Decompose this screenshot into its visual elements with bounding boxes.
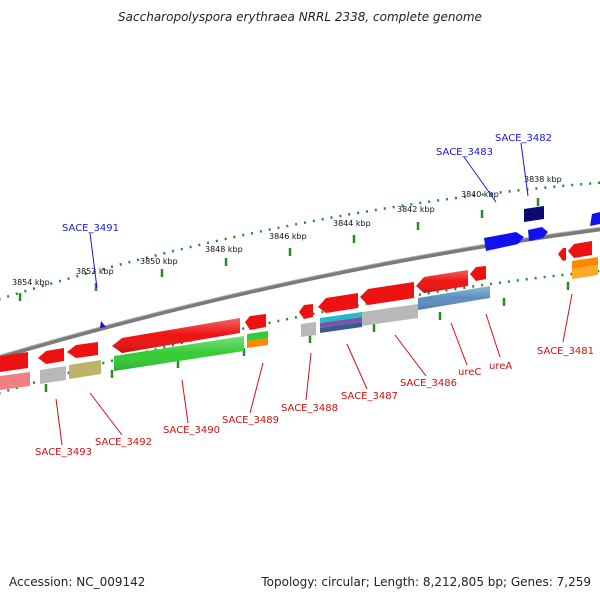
genome-backbone-highlight bbox=[0, 226, 600, 356]
cog-bar bbox=[362, 304, 418, 326]
cog-bar bbox=[247, 331, 268, 341]
leader-line bbox=[562, 293, 573, 343]
scale-label: 3854 kbp bbox=[12, 278, 50, 287]
cog-bar bbox=[320, 322, 362, 333]
scale-label: 3844 kbp bbox=[333, 219, 371, 228]
cog-bar bbox=[247, 338, 268, 348]
gene-arrow[interactable] bbox=[38, 348, 64, 364]
gene-arrow[interactable] bbox=[470, 266, 486, 281]
outer-major-ticks bbox=[18, 198, 540, 301]
gene-label[interactable]: ureC bbox=[458, 367, 481, 378]
cog-bar bbox=[572, 265, 598, 279]
gene-label[interactable]: SACE_3486 bbox=[400, 378, 457, 389]
gene-label[interactable]: SACE_3489 bbox=[222, 415, 279, 426]
gene-arrow[interactable] bbox=[299, 304, 313, 319]
gene-arrow[interactable] bbox=[360, 282, 414, 305]
gloss-strip bbox=[114, 336, 244, 371]
scale-label: 3850 kbp bbox=[140, 257, 178, 266]
bar-gloss bbox=[112, 270, 490, 371]
leader-line bbox=[463, 156, 497, 203]
cog-bar bbox=[320, 317, 362, 328]
leader-line bbox=[305, 352, 312, 401]
forward-genes bbox=[100, 206, 600, 328]
gene-arrow[interactable] bbox=[245, 314, 266, 330]
cog-bar bbox=[40, 366, 66, 384]
gene-arrow[interactable] bbox=[524, 206, 544, 222]
forward-leaders bbox=[89, 142, 529, 289]
cog-bar bbox=[69, 360, 101, 379]
gloss-strip bbox=[112, 318, 240, 353]
gene-arrow[interactable] bbox=[318, 293, 358, 313]
gene-label[interactable]: SACE_3488 bbox=[281, 403, 338, 414]
gene-arrow[interactable] bbox=[484, 232, 524, 251]
scale-label: 3848 kbp bbox=[205, 245, 243, 254]
leader-line bbox=[394, 334, 427, 377]
gene-arrow[interactable] bbox=[568, 241, 592, 258]
outer-tick-row bbox=[0, 181, 600, 301]
gene-label[interactable]: SACE_3490 bbox=[163, 425, 220, 436]
scale-label: 3840 kbp bbox=[461, 190, 499, 199]
cog-bar bbox=[301, 322, 316, 337]
genome-backbone bbox=[0, 227, 600, 360]
gloss-strip bbox=[416, 270, 468, 293]
scale-label: 3846 kbp bbox=[269, 232, 307, 241]
leader-line bbox=[485, 313, 501, 358]
leader-line bbox=[55, 398, 63, 446]
gene-arrow[interactable] bbox=[100, 321, 106, 328]
gene-label[interactable]: SACE_3481 bbox=[537, 346, 594, 357]
gene-arrow[interactable] bbox=[0, 352, 28, 372]
cog-bar bbox=[0, 372, 30, 390]
leader-line bbox=[181, 379, 189, 424]
scale-label: 3838 kbp bbox=[524, 175, 562, 184]
topology-text: Topology: circular; Length: 8,212,805 bp… bbox=[261, 575, 591, 589]
leader-line bbox=[520, 142, 529, 197]
gene-label[interactable]: SACE_3492 bbox=[95, 437, 152, 448]
gloss-strip bbox=[418, 286, 490, 310]
reverse-genes bbox=[0, 241, 592, 372]
leader-line bbox=[346, 343, 368, 390]
gene-label[interactable]: SACE_3491 bbox=[62, 223, 119, 234]
gene-label[interactable]: SACE_3487 bbox=[341, 391, 398, 402]
gene-label[interactable]: SACE_3482 bbox=[495, 133, 552, 144]
leader-line bbox=[249, 362, 264, 414]
gene-arrow[interactable] bbox=[528, 227, 548, 241]
cog-bar bbox=[320, 312, 362, 323]
gene-arrow[interactable] bbox=[590, 212, 600, 226]
reverse-leaders bbox=[55, 293, 573, 446]
gene-label[interactable]: ureA bbox=[489, 361, 512, 372]
scale-label: 3842 kbp bbox=[397, 205, 435, 214]
gene-arrow[interactable] bbox=[67, 342, 98, 358]
leader-line bbox=[89, 232, 98, 289]
leader-line bbox=[89, 392, 123, 436]
map-title: Saccharopolyspora erythraea NRRL 2338, c… bbox=[118, 10, 482, 24]
accession-text: Accession: NC_009142 bbox=[9, 575, 146, 589]
gene-label[interactable]: SACE_3483 bbox=[436, 147, 493, 158]
gene-arrow[interactable] bbox=[558, 248, 566, 261]
gene-label[interactable]: SACE_3493 bbox=[35, 447, 92, 458]
inner-major-ticks bbox=[44, 282, 570, 392]
leader-line bbox=[450, 322, 468, 366]
